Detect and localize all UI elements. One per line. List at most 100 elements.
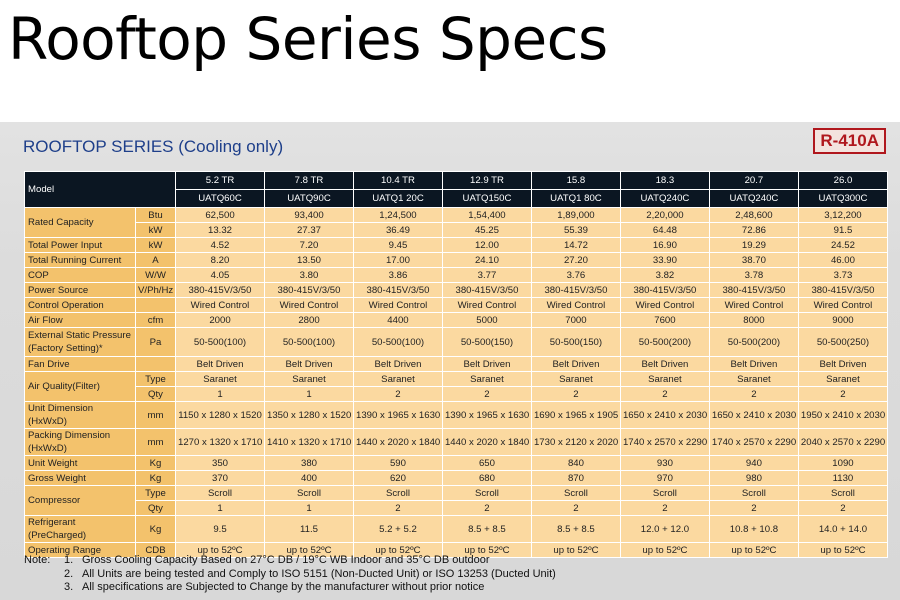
model-cell: UATQ90C bbox=[264, 189, 354, 208]
row-value: 1 bbox=[264, 386, 354, 402]
row-unit bbox=[134, 297, 177, 313]
row-value: 680 bbox=[441, 470, 532, 486]
row-value: 2800 bbox=[264, 312, 354, 328]
row-value: 2 bbox=[530, 500, 621, 516]
row-value: 620 bbox=[352, 470, 443, 486]
row-value: 840 bbox=[530, 455, 621, 471]
row-value: 380-415V/3/50 bbox=[352, 282, 443, 298]
table-row: Qty 1 1 2 2 2 2 2 2 bbox=[25, 500, 889, 516]
row-value: 1 bbox=[175, 500, 265, 516]
row-value: 91.5 bbox=[797, 222, 889, 238]
row-value: 33.90 bbox=[619, 252, 710, 268]
row-value: Saranet bbox=[708, 371, 799, 387]
row-unit: Kg bbox=[134, 515, 177, 543]
row-value: 27.20 bbox=[530, 252, 621, 268]
row-value: 380-415V/3/50 bbox=[175, 282, 265, 298]
table-row: Power Source V/Ph/Hz 380-415V/3/50 380-415V… bbox=[24, 282, 889, 298]
row-value: 8.5 + 8.5 bbox=[441, 515, 532, 543]
row-value: 50-500(250) bbox=[797, 327, 889, 357]
row-value: 12.00 bbox=[441, 237, 532, 253]
row-value: 2040 x 2570 x 2290 bbox=[797, 428, 889, 456]
row-value: 1690 x 1965 x 1905 bbox=[530, 401, 621, 429]
row-unit: Type bbox=[134, 371, 177, 387]
row-value: 50-500(100) bbox=[175, 327, 265, 357]
row-value: up to 52ºC bbox=[264, 542, 354, 558]
row-value: Saranet bbox=[619, 371, 710, 387]
row-unit: Qty bbox=[134, 386, 177, 402]
row-value: 38.70 bbox=[708, 252, 799, 268]
row-value: Saranet bbox=[441, 371, 532, 387]
panel-heading: ROOFTOP SERIES (Cooling only) bbox=[23, 137, 284, 156]
row-value: Saranet bbox=[175, 371, 265, 387]
row-value: 400 bbox=[264, 470, 354, 486]
row-value: 4.05 bbox=[175, 267, 265, 283]
row-value: 5.2 + 5.2 bbox=[352, 515, 443, 543]
row-value: 650 bbox=[441, 455, 532, 471]
row-value: 9.45 bbox=[352, 237, 443, 253]
row-value: 46.00 bbox=[797, 252, 889, 268]
row-unit: V/Ph/Hz bbox=[134, 282, 177, 298]
row-value: 16.90 bbox=[619, 237, 710, 253]
table-row: Total Running Current A 8.20 13.50 17.00 24.1… bbox=[24, 252, 889, 268]
row-value: 350 bbox=[175, 455, 265, 471]
row-value: 2000 bbox=[175, 312, 265, 328]
row-label: Total Power Input bbox=[24, 237, 136, 253]
model-cell: UATQ1 80C bbox=[530, 189, 621, 208]
row-label: Rated Capacity bbox=[24, 207, 136, 238]
row-value: 13.32 bbox=[175, 222, 265, 238]
row-value: Scroll bbox=[619, 485, 710, 501]
capacity-cell: 12.9 TR bbox=[441, 171, 532, 190]
row-label: Refrigerant (PreCharged) bbox=[24, 515, 136, 543]
model-cell: UATQ300C bbox=[797, 189, 889, 208]
row-value: 9000 bbox=[797, 312, 889, 328]
row-value: 1650 x 2410 x 2030 bbox=[619, 401, 710, 429]
row-value: 2 bbox=[352, 386, 443, 402]
row-value: Wired Control bbox=[175, 297, 265, 313]
row-value: 50-500(100) bbox=[352, 327, 443, 357]
row-value: Scroll bbox=[708, 485, 799, 501]
row-label: Unit Dimension (HxWxD) bbox=[24, 401, 136, 429]
row-value: 10.8 + 10.8 bbox=[708, 515, 799, 543]
table-row: Packing Dimension (HxWxD) mm 1270 x 1320 x… bbox=[24, 428, 889, 456]
row-unit: Qty bbox=[134, 500, 177, 516]
row-value: Belt Driven bbox=[619, 356, 710, 372]
table-row: Air Flow cfm 2000 2800 4400 5000 7000 7600 8000 9… bbox=[24, 312, 889, 328]
row-value: 4.52 bbox=[175, 237, 265, 253]
row-value: 62,500 bbox=[175, 207, 265, 223]
row-value: 1 bbox=[175, 386, 265, 402]
row-value: 2 bbox=[619, 500, 710, 516]
row-value: 1350 x 1280 x 1520 bbox=[264, 401, 354, 429]
model-cell: UATQ150C bbox=[441, 189, 532, 208]
row-value: 50-500(150) bbox=[530, 327, 621, 357]
row-value: 7600 bbox=[619, 312, 710, 328]
table-row: Operating Range CDB up to 52ºC up to 52ºC up… bbox=[24, 542, 889, 558]
row-value: 380-415V/3/50 bbox=[264, 282, 354, 298]
row-value: 1440 x 2020 x 1840 bbox=[352, 428, 443, 456]
row-value: 27.37 bbox=[264, 222, 354, 238]
row-value: 1950 x 2410 x 2030 bbox=[797, 401, 889, 429]
row-label: Gross Weight bbox=[24, 470, 136, 486]
row-value: 370 bbox=[175, 470, 265, 486]
row-value: 7000 bbox=[530, 312, 621, 328]
note-text: All Units are being tested and Comply to… bbox=[82, 567, 556, 580]
row-unit: W/W bbox=[134, 267, 177, 283]
row-value: 1650 x 2410 x 2030 bbox=[708, 401, 799, 429]
row-value: Belt Driven bbox=[797, 356, 889, 372]
row-value: 8000 bbox=[708, 312, 799, 328]
row-value: 55.39 bbox=[530, 222, 621, 238]
row-value: 1730 x 2120 x 2020 bbox=[530, 428, 621, 456]
row-value: 1090 bbox=[797, 455, 889, 471]
table-row: Compressor Type Scroll Scroll Scroll Scroll Sc… bbox=[24, 485, 889, 516]
row-value: 1150 x 1280 x 1520 bbox=[175, 401, 265, 429]
row-label: External Static Pressure (Factory Settin… bbox=[24, 327, 136, 357]
row-value: 2 bbox=[619, 386, 710, 402]
table-row: Unit Dimension (HxWxD) mm 1150 x 1280 x 15… bbox=[24, 401, 889, 429]
row-value: 1,24,500 bbox=[352, 207, 443, 223]
row-value: 2 bbox=[708, 386, 799, 402]
capacity-cell: 5.2 TR bbox=[175, 171, 265, 190]
row-value: 2,48,600 bbox=[708, 207, 799, 223]
capacity-cell: 7.8 TR bbox=[264, 171, 354, 190]
row-value: up to 52ºC bbox=[797, 542, 889, 558]
row-value: 50-500(200) bbox=[708, 327, 799, 357]
capacity-cell: 10.4 TR bbox=[352, 171, 443, 190]
